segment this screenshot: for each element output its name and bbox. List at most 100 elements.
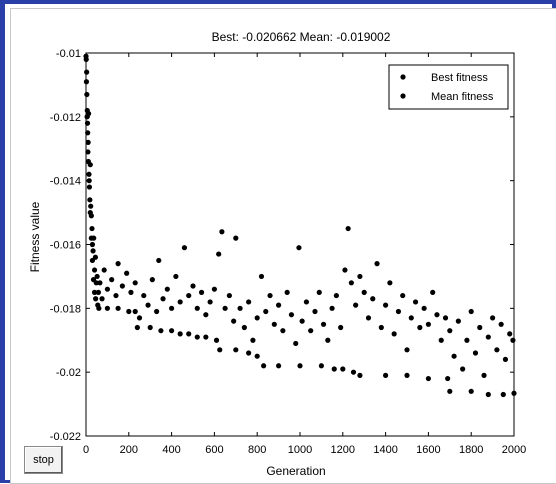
best-fitness-point <box>147 324 153 331</box>
best-fitness-point <box>126 308 132 315</box>
mean-fitness-point <box>288 312 295 318</box>
mean-fitness-point <box>395 308 402 315</box>
best-fitness-point <box>350 369 357 375</box>
mean-fitness-point <box>86 171 92 177</box>
x-tick-label: 1400 <box>373 444 397 456</box>
mean-fitness-point <box>132 280 138 286</box>
mean-fitness-point <box>87 197 93 203</box>
mean-fitness-point <box>93 280 99 286</box>
mean-fitness-point <box>169 305 175 311</box>
best-fitness-point <box>169 328 175 334</box>
best-fitness-point <box>85 139 91 145</box>
mean-fitness-point <box>94 273 100 280</box>
mean-fitness-point <box>222 305 228 311</box>
best-fitness-point <box>425 375 431 382</box>
y-tick-label: -0.016 <box>50 240 81 252</box>
best-fitness-point <box>276 363 282 369</box>
best-fitness-point <box>261 363 267 369</box>
best-fitness-point <box>132 308 138 315</box>
mean-fitness-point <box>383 302 389 308</box>
mean-fitness-point <box>303 299 310 305</box>
mean-fitness-point <box>203 312 209 318</box>
mean-fitness-point <box>104 286 110 292</box>
best-fitness-point <box>84 69 90 75</box>
stop-button[interactable]: stop <box>24 446 63 474</box>
mean-fitness-point <box>316 289 322 295</box>
mean-fitness-point <box>507 331 513 337</box>
legend: Best fitness Mean fitness <box>388 64 509 110</box>
mean-fitness-point <box>156 257 162 264</box>
mean-fitness-point <box>177 299 183 305</box>
y-tick-label: -0.01 <box>56 48 81 60</box>
mean-fitness-point <box>226 292 232 299</box>
mean-fitness-point <box>361 289 367 295</box>
mean-fitness-point <box>333 292 339 299</box>
best-fitness-point <box>134 324 140 331</box>
mean-fitness-point <box>97 280 103 286</box>
mean-fitness-point <box>338 324 344 331</box>
mean-fitness-point <box>173 273 179 280</box>
mean-fitness-point <box>320 321 327 327</box>
mean-fitness-point <box>141 292 147 299</box>
mean-fitness-point <box>370 296 376 302</box>
mean-fitness-point <box>85 111 92 117</box>
mean-fitness-point <box>88 203 94 209</box>
mean-fitness-point <box>400 292 406 299</box>
legend-marker-best <box>400 74 406 80</box>
mean-fitness-point <box>186 292 192 299</box>
x-tick-label: 1200 <box>331 444 355 456</box>
best-fitness-point <box>318 363 324 369</box>
mean-fitness-point <box>425 321 431 327</box>
mean-fitness-point <box>404 347 410 353</box>
best-fitness-point <box>186 331 192 337</box>
mean-fitness-point <box>365 315 372 321</box>
mean-fitness-point <box>447 328 453 334</box>
x-axis-label: Generation <box>266 464 325 478</box>
mean-fitness-point <box>353 302 359 308</box>
mean-fitness-point <box>101 267 107 273</box>
mean-fitness-point <box>211 286 217 292</box>
mean-fitness-point <box>421 305 427 311</box>
best-fitness-point <box>91 289 98 295</box>
mean-fitness-point <box>284 289 290 295</box>
mean-fitness-point <box>438 337 444 343</box>
mean-fitness-point <box>246 299 252 305</box>
mean-fitness-point <box>293 340 299 347</box>
chart-title: Best: -0.020662 Mean: -0.019002 <box>212 30 391 44</box>
mean-fitness-point <box>477 324 483 331</box>
mean-fitness-point <box>115 261 121 267</box>
y-tick-label: -0.018 <box>50 303 81 315</box>
best-fitness-point <box>93 296 99 302</box>
mean-fitness-point <box>325 337 331 343</box>
mean-fitness-point <box>434 312 440 318</box>
figure-canvas: Best: -0.020662 Mean: -0.019002 Fitness … <box>10 8 556 484</box>
mean-fitness-point <box>128 289 134 295</box>
mean-fitness-point <box>276 302 282 308</box>
y-tick-label: -0.02 <box>56 367 81 379</box>
mean-fitness-point <box>280 328 286 334</box>
best-fitness-point <box>404 372 410 378</box>
y-tick-label: -0.022 <box>50 431 81 443</box>
best-fitness-point <box>485 391 491 398</box>
best-fitness-point <box>96 305 102 311</box>
best-fitness-point <box>500 391 506 398</box>
mean-fitness-point <box>408 315 414 321</box>
mean-fitness-point <box>442 315 449 321</box>
best-fitness-point <box>115 305 121 311</box>
mean-fitness-point <box>263 308 269 315</box>
mean-fitness-point <box>87 162 93 168</box>
mean-fitness-point <box>233 235 239 241</box>
mean-fitness-point <box>510 337 516 343</box>
mean-fitness-point <box>296 245 302 251</box>
x-tick-label: 1800 <box>459 444 483 456</box>
x-tick-label: 200 <box>120 444 138 456</box>
x-tick-label: 1000 <box>288 444 312 456</box>
mean-fitness-point <box>194 305 200 311</box>
legend-label-best: Best fitness <box>431 72 488 84</box>
best-fitness-point <box>340 366 346 372</box>
mean-fitness-point <box>464 337 470 343</box>
mean-fitness-point <box>455 318 461 324</box>
mean-fitness-point <box>299 318 305 324</box>
mean-fitness-point <box>92 254 99 260</box>
